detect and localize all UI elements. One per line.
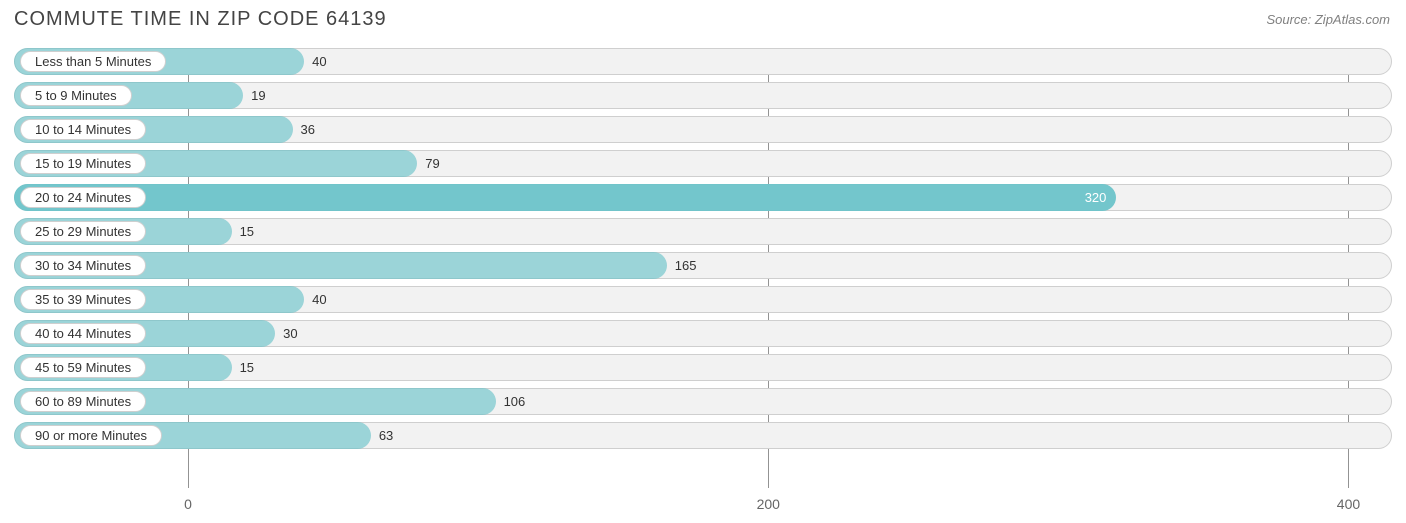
bar-row: 40 to 44 Minutes 30 <box>14 320 1392 347</box>
bar-category-label: 25 to 29 Minutes <box>20 221 146 242</box>
bar-category-label: 45 to 59 Minutes <box>20 357 146 378</box>
bar-row: 10 to 14 Minutes 36 <box>14 116 1392 143</box>
bar-category-label: 5 to 9 Minutes <box>20 85 132 106</box>
bar-category-label: 40 to 44 Minutes <box>20 323 146 344</box>
bar-row: 45 to 59 Minutes 15 <box>14 354 1392 381</box>
bar-row: 25 to 29 Minutes 15 <box>14 218 1392 245</box>
bar-value-label: 36 <box>293 116 315 143</box>
bar-category-label: 15 to 19 Minutes <box>20 153 146 174</box>
bar-value-label: 63 <box>371 422 393 449</box>
bar-category-label: 20 to 24 Minutes <box>20 187 146 208</box>
bar-category-label: 90 or more Minutes <box>20 425 162 446</box>
chart-plot-area: 0200400Less than 5 Minutes405 to 9 Minut… <box>14 48 1392 488</box>
bar-category-label: 35 to 39 Minutes <box>20 289 146 310</box>
bar-value-label: 40 <box>304 286 326 313</box>
bar-category-label: Less than 5 Minutes <box>20 51 166 72</box>
bar-row: 35 to 39 Minutes 40 <box>14 286 1392 313</box>
x-tick-label: 0 <box>184 496 192 512</box>
bar-category-label: 10 to 14 Minutes <box>20 119 146 140</box>
bar-value-label: 40 <box>304 48 326 75</box>
bar-value-label: 79 <box>417 150 439 177</box>
bar-value-label: 15 <box>232 354 254 381</box>
bar-value-label: 19 <box>243 82 265 109</box>
bar-value-label: 106 <box>496 388 526 415</box>
chart-source: Source: ZipAtlas.com <box>1266 12 1390 27</box>
bar-value-label: 320 <box>1085 184 1117 211</box>
bar-row: 20 to 24 Minutes 320 <box>14 184 1392 211</box>
bar-value-label: 30 <box>275 320 297 347</box>
x-tick-label: 400 <box>1337 496 1360 512</box>
chart-title: COMMUTE TIME IN ZIP CODE 64139 <box>14 8 387 31</box>
bar-value-label: 165 <box>667 252 697 279</box>
bar-row: 30 to 34 Minutes 165 <box>14 252 1392 279</box>
bar-fill <box>14 184 1116 211</box>
bar-category-label: 60 to 89 Minutes <box>20 391 146 412</box>
bar-row: 90 or more Minutes 63 <box>14 422 1392 449</box>
bar-row: Less than 5 Minutes 40 <box>14 48 1392 75</box>
bar-row: 15 to 19 Minutes 79 <box>14 150 1392 177</box>
bar-category-label: 30 to 34 Minutes <box>20 255 146 276</box>
bar-row: 60 to 89 Minutes 106 <box>14 388 1392 415</box>
x-tick-label: 200 <box>757 496 780 512</box>
bar-row: 5 to 9 Minutes 19 <box>14 82 1392 109</box>
bar-value-label: 15 <box>232 218 254 245</box>
